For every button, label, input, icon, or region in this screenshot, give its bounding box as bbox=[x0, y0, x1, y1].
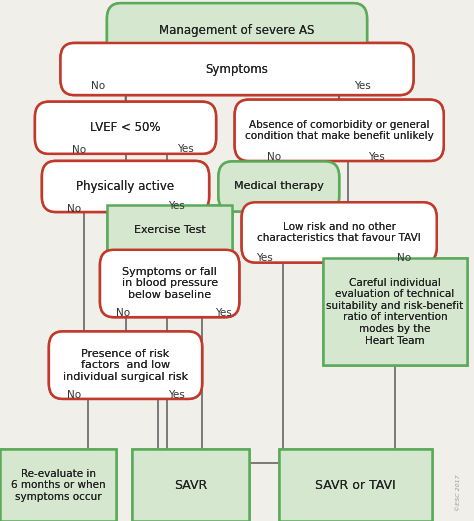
Text: LVEF < 50%: LVEF < 50% bbox=[90, 121, 161, 134]
FancyBboxPatch shape bbox=[42, 161, 209, 212]
Text: Presence of risk
factors  and low
individual surgical risk: Presence of risk factors and low individ… bbox=[63, 349, 188, 382]
FancyBboxPatch shape bbox=[235, 100, 444, 161]
FancyBboxPatch shape bbox=[132, 449, 248, 521]
Text: Medical therapy: Medical therapy bbox=[234, 181, 324, 191]
Text: Yes: Yes bbox=[168, 201, 185, 211]
FancyBboxPatch shape bbox=[61, 43, 413, 95]
Text: SAVR or TAVI: SAVR or TAVI bbox=[315, 479, 396, 492]
Text: Absence of comorbidity or general
condition that make benefit unlikely: Absence of comorbidity or general condit… bbox=[245, 119, 434, 141]
FancyBboxPatch shape bbox=[49, 331, 202, 399]
Text: No: No bbox=[397, 253, 411, 264]
Text: SAVR: SAVR bbox=[174, 479, 207, 492]
FancyBboxPatch shape bbox=[35, 102, 216, 154]
Text: SAVR or TAVI: SAVR or TAVI bbox=[315, 479, 396, 492]
FancyBboxPatch shape bbox=[107, 205, 232, 255]
FancyBboxPatch shape bbox=[242, 202, 437, 263]
FancyBboxPatch shape bbox=[35, 102, 216, 154]
FancyBboxPatch shape bbox=[219, 162, 339, 212]
FancyBboxPatch shape bbox=[279, 449, 432, 521]
Text: Yes: Yes bbox=[256, 253, 273, 264]
FancyBboxPatch shape bbox=[0, 449, 116, 521]
Text: Yes: Yes bbox=[354, 81, 371, 91]
FancyBboxPatch shape bbox=[323, 258, 467, 365]
Text: Absence of comorbidity or general
condition that make benefit unlikely: Absence of comorbidity or general condit… bbox=[245, 119, 434, 141]
Text: Yes: Yes bbox=[168, 390, 185, 400]
Text: Low risk and no other
characteristics that favour TAVI: Low risk and no other characteristics th… bbox=[257, 221, 421, 243]
FancyBboxPatch shape bbox=[107, 205, 232, 255]
FancyBboxPatch shape bbox=[107, 3, 367, 58]
FancyBboxPatch shape bbox=[0, 449, 116, 521]
Text: Medical therapy: Medical therapy bbox=[234, 181, 324, 191]
Text: No: No bbox=[72, 145, 86, 155]
FancyBboxPatch shape bbox=[49, 331, 202, 399]
Text: Symptoms or fall
in blood pressure
below baseline: Symptoms or fall in blood pressure below… bbox=[122, 267, 218, 300]
Text: Re-evaluate in
6 months or when
symptoms occur: Re-evaluate in 6 months or when symptoms… bbox=[11, 468, 106, 502]
Text: Symptoms: Symptoms bbox=[206, 63, 268, 76]
FancyBboxPatch shape bbox=[219, 162, 339, 212]
FancyBboxPatch shape bbox=[61, 43, 413, 95]
FancyBboxPatch shape bbox=[279, 449, 432, 521]
FancyBboxPatch shape bbox=[242, 202, 437, 263]
Text: No: No bbox=[267, 152, 281, 162]
Text: Careful individual
evaluation of technical
suitability and risk-benefit
ratio of: Careful individual evaluation of technic… bbox=[326, 278, 464, 345]
FancyBboxPatch shape bbox=[132, 449, 248, 521]
FancyBboxPatch shape bbox=[42, 161, 209, 212]
Text: Symptoms: Symptoms bbox=[206, 63, 268, 76]
Text: LVEF < 50%: LVEF < 50% bbox=[90, 121, 161, 134]
Text: Symptoms or fall
in blood pressure
below baseline: Symptoms or fall in blood pressure below… bbox=[122, 267, 218, 300]
Text: Exercise Test: Exercise Test bbox=[134, 225, 206, 235]
Text: Management of severe AS: Management of severe AS bbox=[159, 24, 315, 37]
Text: Physically active: Physically active bbox=[76, 180, 174, 193]
Text: Low risk and no other
characteristics that favour TAVI: Low risk and no other characteristics th… bbox=[257, 221, 421, 243]
Text: No: No bbox=[91, 81, 105, 91]
Text: Re-evaluate in
6 months or when
symptoms occur: Re-evaluate in 6 months or when symptoms… bbox=[11, 468, 106, 502]
Text: Presence of risk
factors  and low
individual surgical risk: Presence of risk factors and low individ… bbox=[63, 349, 188, 382]
Text: Physically active: Physically active bbox=[76, 180, 174, 193]
FancyBboxPatch shape bbox=[100, 250, 239, 317]
Text: No: No bbox=[67, 204, 82, 215]
Text: Exercise Test: Exercise Test bbox=[134, 225, 206, 235]
FancyBboxPatch shape bbox=[107, 3, 367, 58]
Text: Yes: Yes bbox=[215, 308, 231, 318]
Text: Yes: Yes bbox=[368, 152, 385, 162]
Text: Yes: Yes bbox=[178, 144, 194, 154]
FancyBboxPatch shape bbox=[235, 100, 444, 161]
FancyBboxPatch shape bbox=[323, 258, 467, 365]
Text: Careful individual
evaluation of technical
suitability and risk-benefit
ratio of: Careful individual evaluation of technic… bbox=[326, 278, 464, 345]
Text: ©ESC 2017: ©ESC 2017 bbox=[456, 474, 461, 511]
Text: SAVR: SAVR bbox=[174, 479, 207, 492]
Text: No: No bbox=[67, 390, 82, 400]
FancyBboxPatch shape bbox=[100, 250, 239, 317]
Text: Management of severe AS: Management of severe AS bbox=[159, 24, 315, 37]
Text: No: No bbox=[116, 308, 130, 318]
